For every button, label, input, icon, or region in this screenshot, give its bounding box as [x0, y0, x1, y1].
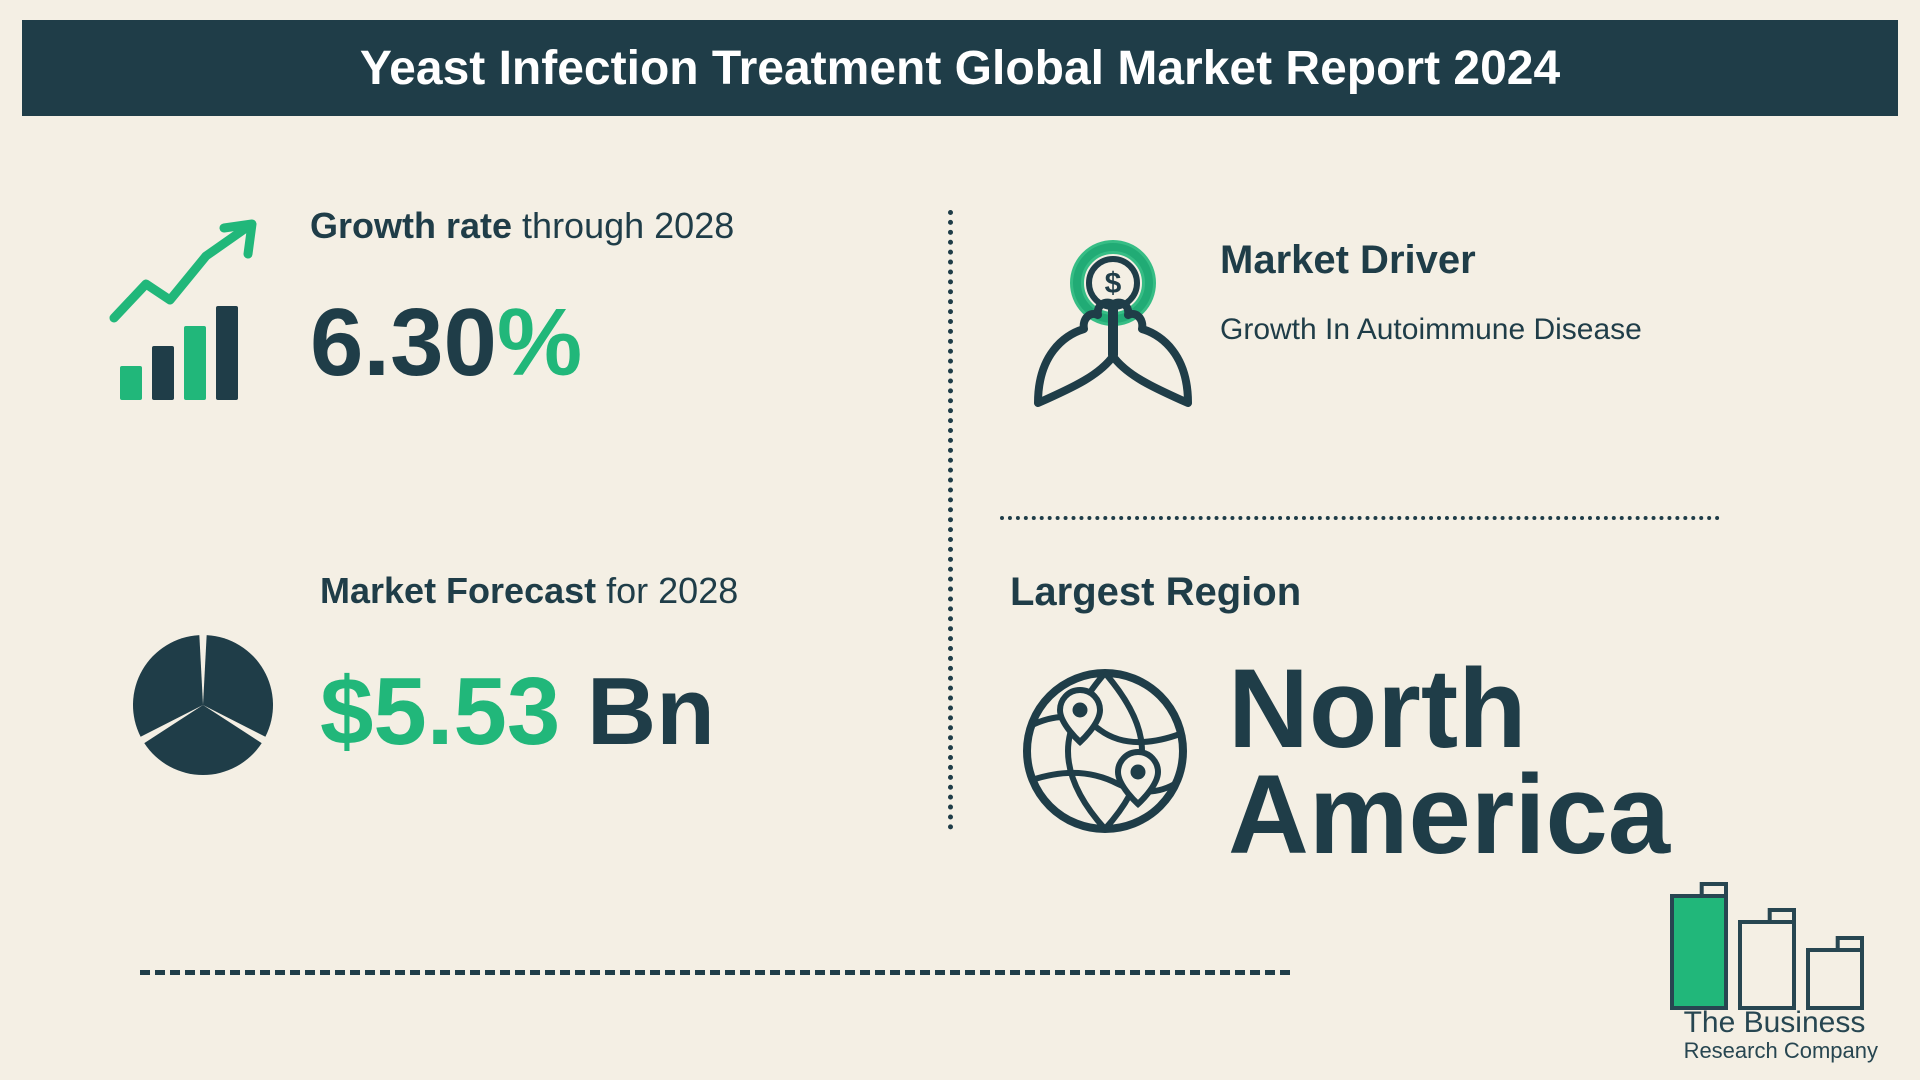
pie-chart-icon: [118, 620, 288, 790]
horizontal-dashed-divider: [140, 970, 1290, 975]
market-driver-value: Growth In Autoimmune Disease: [1220, 313, 1642, 347]
growth-chart-icon: [120, 240, 280, 400]
growth-rate-block: Growth rate through 2028 6.30%: [310, 205, 734, 391]
logo-text: The Business Research Company: [1684, 1007, 1878, 1062]
largest-region-block: Largest Region: [1010, 570, 1301, 615]
market-forecast-number: $5.53: [320, 658, 560, 765]
money-hands-icon: $: [1018, 225, 1208, 415]
infographic-canvas: Yeast Infection Treatment Global Market …: [0, 0, 1920, 1080]
largest-region-value: North America: [1228, 656, 1670, 869]
market-forecast-block: Market Forecast for 2028 $5.53 Bn: [320, 570, 738, 760]
market-forecast-value: $5.53 Bn: [320, 664, 738, 760]
page-title: Yeast Infection Treatment Global Market …: [360, 41, 1560, 96]
growth-rate-value: 6.30%: [310, 295, 734, 391]
company-logo: The Business Research Company: [1522, 882, 1882, 1072]
market-forecast-label: Market Forecast for 2028: [320, 570, 738, 612]
growth-arrow-icon: [106, 214, 276, 334]
header-bar: Yeast Infection Treatment Global Market …: [22, 20, 1898, 116]
market-forecast-unit: Bn: [587, 658, 715, 765]
market-driver-block: Market Driver Growth In Autoimmune Disea…: [1220, 238, 1642, 347]
growth-rate-unit: %: [497, 289, 582, 396]
growth-rate-label: Growth rate through 2028: [310, 205, 734, 247]
svg-text:$: $: [1105, 267, 1122, 300]
growth-rate-number: 6.30: [310, 289, 497, 396]
market-driver-label: Market Driver: [1220, 238, 1642, 283]
horizontal-dotted-divider: [1000, 516, 1720, 520]
largest-region-label: Largest Region: [1010, 570, 1301, 615]
globe-pins-icon: [1010, 656, 1200, 846]
vertical-divider: [948, 210, 953, 830]
